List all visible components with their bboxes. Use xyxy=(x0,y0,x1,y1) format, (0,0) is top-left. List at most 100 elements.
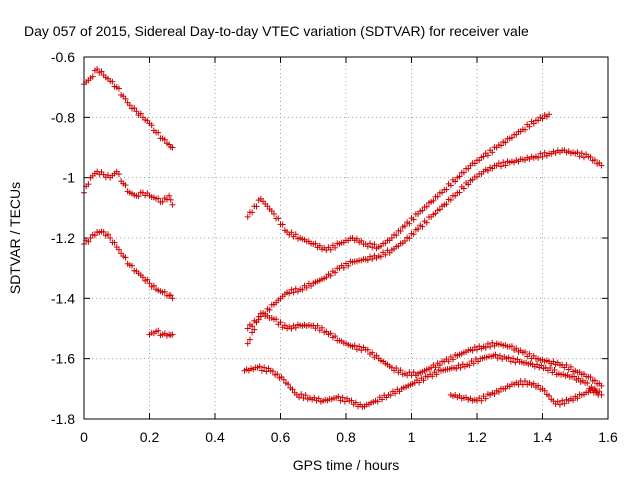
data-point xyxy=(535,154,542,161)
x-tick-label: 0.6 xyxy=(271,429,291,445)
data-point xyxy=(406,235,413,242)
data-point xyxy=(274,371,281,378)
data-point xyxy=(298,391,305,398)
data-point xyxy=(588,384,595,391)
data-point xyxy=(364,257,371,264)
data-point xyxy=(314,322,321,329)
data-point xyxy=(289,386,296,393)
data-point xyxy=(433,371,440,378)
data-point xyxy=(469,347,476,354)
data-point xyxy=(290,289,297,296)
data-point xyxy=(318,324,325,331)
data-point xyxy=(502,139,509,146)
data-point xyxy=(574,149,581,156)
data-point xyxy=(584,380,591,387)
data-point xyxy=(456,189,463,196)
data-point xyxy=(574,395,581,402)
data-point xyxy=(255,316,262,323)
data-point xyxy=(415,225,422,232)
data-point xyxy=(150,282,157,289)
data-point xyxy=(596,388,603,395)
data-point xyxy=(430,197,437,204)
data-point xyxy=(510,355,517,362)
data-point xyxy=(420,377,427,384)
data-point xyxy=(129,262,136,269)
data-point xyxy=(351,342,358,349)
data-point xyxy=(460,169,467,176)
data-point xyxy=(285,381,292,388)
data-point xyxy=(530,120,537,127)
data-point xyxy=(332,269,339,276)
data-point xyxy=(434,193,441,200)
x-tick-label: 0 xyxy=(80,429,88,445)
data-point xyxy=(410,216,417,223)
data-point xyxy=(591,156,598,163)
data-point xyxy=(249,323,256,330)
y-tick-label: -1.6 xyxy=(51,351,75,367)
data-point xyxy=(457,364,464,371)
data-point xyxy=(367,240,374,247)
data-point xyxy=(369,244,376,251)
data-point xyxy=(591,377,598,384)
data-point xyxy=(299,286,306,293)
data-point xyxy=(327,272,334,279)
data-point xyxy=(249,209,256,216)
data-point xyxy=(526,350,533,357)
data-point xyxy=(392,390,399,397)
x-tick-label: 0.4 xyxy=(205,429,225,445)
data-point xyxy=(496,352,503,359)
data-point xyxy=(286,290,293,297)
data-point xyxy=(87,235,94,241)
data-point xyxy=(358,237,365,244)
data-point xyxy=(491,390,498,397)
data-point xyxy=(352,399,359,406)
data-point xyxy=(423,203,430,210)
data-point xyxy=(530,380,537,387)
data-point xyxy=(94,66,101,73)
data-point xyxy=(498,163,505,170)
data-point xyxy=(296,394,303,401)
data-point xyxy=(85,181,92,188)
data-point xyxy=(480,153,487,160)
data-point xyxy=(505,354,512,361)
data-point xyxy=(447,182,454,189)
data-point xyxy=(279,221,286,228)
data-point xyxy=(115,85,122,92)
data-point xyxy=(244,325,251,332)
data-point xyxy=(364,243,371,250)
data-point xyxy=(258,367,265,374)
data-point xyxy=(379,396,386,403)
data-point xyxy=(339,394,346,401)
data-point xyxy=(332,244,339,251)
data-point xyxy=(155,327,162,334)
data-point xyxy=(371,241,378,248)
y-tick-label: -1.2 xyxy=(51,230,75,246)
data-point xyxy=(416,379,423,386)
data-point xyxy=(387,392,394,399)
plot-frame xyxy=(83,56,609,420)
data-point xyxy=(122,254,129,261)
data-point xyxy=(133,108,140,115)
data-point xyxy=(423,219,430,226)
data-point xyxy=(281,322,288,329)
x-tick-label: 0.2 xyxy=(140,429,160,445)
data-point xyxy=(266,306,273,313)
data-point xyxy=(466,362,473,369)
data-point xyxy=(261,364,268,371)
y-tick-label: -1.8 xyxy=(51,411,75,427)
data-point xyxy=(107,235,114,241)
data-point xyxy=(541,387,548,394)
data-point xyxy=(551,366,558,373)
data-point xyxy=(482,395,489,402)
data-point xyxy=(401,238,408,245)
data-points xyxy=(81,66,605,410)
data-point xyxy=(169,295,176,302)
data-point xyxy=(369,256,376,263)
y-tick-label: -0.6 xyxy=(51,49,75,65)
x-tick-label: 1 xyxy=(408,429,416,445)
data-point xyxy=(244,213,251,220)
data-point xyxy=(98,68,105,75)
data-point xyxy=(122,95,129,102)
data-point xyxy=(300,395,307,402)
